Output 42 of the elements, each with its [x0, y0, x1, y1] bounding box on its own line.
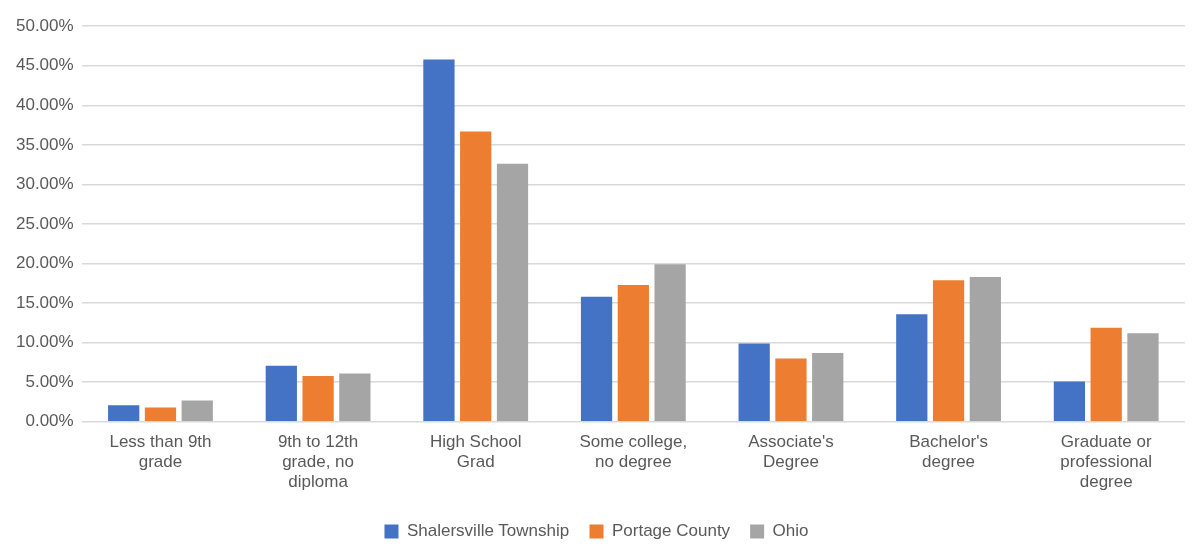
- y-tick-label: 25.00%: [15, 213, 74, 233]
- x-tick-label: Bachelor's degree: [909, 431, 988, 472]
- y-tick-label: 20.00%: [15, 253, 74, 273]
- legend-label: Ohio: [772, 521, 809, 541]
- x-tick-label: 9th to 12th grade, no diploma: [277, 431, 359, 492]
- bar: [654, 264, 686, 422]
- bar: [1090, 327, 1122, 422]
- x-tick-label: High School Grad: [429, 431, 522, 472]
- bar: [460, 131, 492, 422]
- x-tick-label: Associate's Degree: [748, 431, 834, 472]
- y-tick-label: 0.00%: [25, 411, 74, 431]
- x-tick-label: Some college, no degree: [579, 431, 688, 472]
- bar: [932, 280, 965, 422]
- bar: [1127, 333, 1159, 422]
- bar: [144, 407, 177, 422]
- y-tick-label: 50.00%: [15, 15, 74, 35]
- legend-label: Shalersville Township: [406, 521, 570, 541]
- bar: [265, 365, 297, 422]
- bar: [775, 358, 807, 422]
- bar: [896, 314, 928, 422]
- bar: [969, 277, 1001, 422]
- bar: [302, 375, 334, 422]
- y-tick-label: 10.00%: [15, 332, 74, 352]
- y-tick-label: 35.00%: [15, 134, 74, 154]
- bar: [181, 400, 213, 422]
- bar: [580, 296, 613, 422]
- bar: [339, 373, 371, 422]
- x-tick-label: Less than 9th grade: [109, 431, 212, 472]
- y-tick-label: 40.00%: [15, 95, 74, 115]
- bar: [423, 59, 455, 422]
- y-tick-label: 45.00%: [15, 55, 74, 75]
- bar: [1053, 381, 1086, 422]
- y-tick-label: 5.00%: [25, 371, 74, 391]
- bar: [108, 405, 140, 422]
- y-tick-label: 30.00%: [15, 174, 74, 194]
- bar: [496, 163, 529, 422]
- x-tick-label: Graduate or professional degree: [1060, 431, 1153, 492]
- bar: [617, 284, 649, 422]
- bar: [738, 343, 770, 422]
- bar: [812, 352, 844, 422]
- legend-label: Portage County: [611, 521, 731, 541]
- y-tick-label: 15.00%: [15, 292, 74, 312]
